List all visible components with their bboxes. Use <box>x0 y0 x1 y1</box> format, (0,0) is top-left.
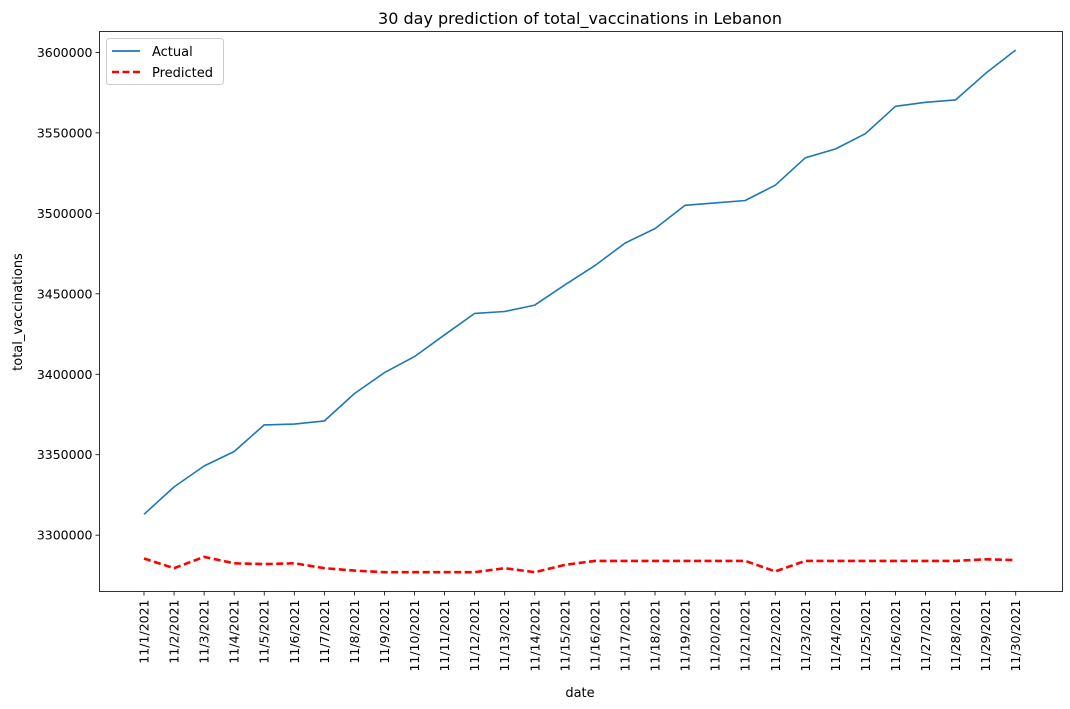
x-tick-label: 11/17/2021 <box>617 600 632 672</box>
x-tick-label: 11/7/2021 <box>317 600 332 664</box>
x-tick-label: 11/14/2021 <box>527 600 542 672</box>
x-tick-label: 11/15/2021 <box>557 600 572 672</box>
y-tick-label: 3500000 <box>37 206 93 221</box>
series-layer <box>143 49 1017 574</box>
x-tick-label: 11/5/2021 <box>257 600 272 664</box>
x-tick-label: 11/6/2021 <box>287 600 302 664</box>
series-line-actual <box>143 49 1017 515</box>
x-tick-label: 11/19/2021 <box>678 600 693 672</box>
x-tick-label: 11/16/2021 <box>587 600 602 672</box>
x-tick-label: 11/29/2021 <box>978 599 993 671</box>
legend: Actual Predicted <box>106 38 224 85</box>
x-axis: 11/1/2021 11/2/2021 11/3/2021 11/4/2021 11/5… <box>137 591 1023 672</box>
y-tick-label: 3400000 <box>37 367 93 382</box>
x-tick-label: 11/28/2021 <box>948 600 963 672</box>
x-tick-label: 11/11/2021 <box>437 600 452 672</box>
y-axis-label: total_vaccinations <box>11 253 26 371</box>
x-tick-label: 11/13/2021 <box>497 600 512 672</box>
plot-area <box>99 31 1063 592</box>
y-tick-label: 3550000 <box>37 125 93 140</box>
x-tick-label: 11/30/2021 <box>1008 600 1023 672</box>
x-tick-label: 11/12/2021 <box>467 600 482 672</box>
series-line-predicted <box>143 555 1016 574</box>
legend-predicted-label: Predicted <box>152 66 213 81</box>
x-tick-label: 11/25/2021 <box>858 600 873 672</box>
x-tick-label: 11/23/2021 <box>798 600 813 672</box>
x-tick-label: 11/1/2021 <box>137 600 152 664</box>
x-tick-label: 11/22/2021 <box>768 600 783 672</box>
x-tick-label: 11/21/2021 <box>738 600 753 672</box>
y-tick-label: 3300000 <box>37 528 93 543</box>
x-tick-label: 11/10/2021 <box>407 600 422 672</box>
y-tick-label: 3600000 <box>37 45 93 60</box>
x-tick-label: 11/2/2021 <box>167 600 182 664</box>
x-axis-label: date <box>565 686 594 701</box>
y-tick-label: 3450000 <box>37 286 93 301</box>
x-tick-label: 11/24/2021 <box>828 600 843 672</box>
x-tick-label: 11/20/2021 <box>708 600 723 672</box>
x-tick-label: 11/9/2021 <box>377 600 392 664</box>
x-tick-label: 11/8/2021 <box>347 600 362 664</box>
x-tick-label: 11/3/2021 <box>197 600 212 664</box>
x-tick-label: 11/27/2021 <box>918 600 933 672</box>
y-tick-label: 3350000 <box>37 447 93 462</box>
chart-title: 30 day prediction of total_vaccinations … <box>378 9 782 29</box>
x-tick-label: 11/18/2021 <box>648 600 663 672</box>
x-tick-label: 11/4/2021 <box>227 600 242 664</box>
x-tick-label: 11/26/2021 <box>888 600 903 672</box>
y-axis: 3300000 3350000 3400000 3450000 3500000 35500… <box>37 45 100 543</box>
legend-actual-label: Actual <box>152 45 193 60</box>
